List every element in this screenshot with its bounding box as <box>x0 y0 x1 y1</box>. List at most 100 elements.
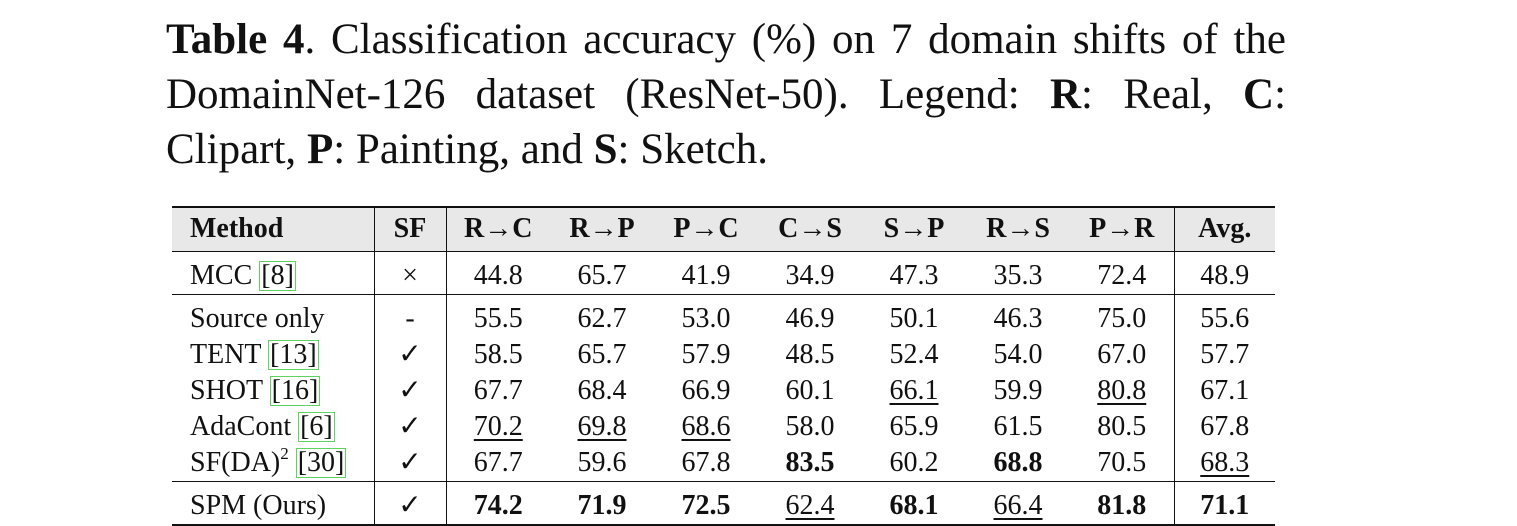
value-cell: 75.0 <box>1070 294 1175 337</box>
table-caption: Table 4. Classification accuracy (%) on … <box>166 12 1286 177</box>
value-cell: 44.8 <box>473 259 523 291</box>
value-cell: 48.9 <box>1200 259 1250 291</box>
column-header: S→P <box>883 213 945 245</box>
table-row: AdaCont [6] ✓ 70.2 69.8 68.6 58.0 65.9 61.5 80.5… <box>172 408 1275 445</box>
value-cell: 70.2 <box>473 410 523 442</box>
value-cell: 80.8 <box>1070 372 1175 409</box>
value-cell: 47.3 <box>889 259 939 291</box>
value-cell: 68.1 <box>889 489 939 521</box>
table-body: MCC [8] × 44.8 65.7 41.9 34.9 47.3 35.3 72.4 48.9… <box>172 251 1275 525</box>
legend-desc-r: : Real, <box>1081 71 1243 118</box>
value-cell: 35.3 <box>993 259 1043 291</box>
value-cell: 66.4 <box>993 489 1043 521</box>
sf-cell: ✓ <box>374 444 447 481</box>
value-cell: 81.8 <box>1070 481 1175 525</box>
header-row: Method SF R→C R→P P→C C→S S→P R→S P→R Avg. <box>172 207 1275 251</box>
value-cell: 57.9 <box>681 338 731 370</box>
value-cell: 41.9 <box>681 259 731 291</box>
results-table: Method SF R→C R→P P→C C→S S→P R→S P→R Avg. MCC [8… <box>172 206 1275 526</box>
value-cell: 60.1 <box>785 374 835 406</box>
column-header: R→C <box>464 213 533 245</box>
value-cell: 72.5 <box>681 489 731 521</box>
table-row: MCC [8] × 44.8 65.7 41.9 34.9 47.3 35.3 72.4 48.9 <box>172 251 1275 294</box>
method-cell: SPM (Ours) <box>172 481 375 525</box>
legend-key-r: R <box>1049 71 1082 118</box>
value-cell: 34.9 <box>785 259 835 291</box>
table-row: SF(DA)2 [30] ✓ 67.7 59.6 67.8 83.5 60.2 68.8 70.… <box>172 444 1275 481</box>
table-row: SHOT [16] ✓ 67.7 68.4 66.9 60.1 66.1 59.9 80.8 67… <box>172 372 1275 409</box>
table-row: TENT [13] ✓ 58.5 65.7 57.9 48.5 52.4 54.0 67.0 57… <box>172 336 1275 373</box>
legend-key-s: S <box>593 126 618 173</box>
value-cell: 65.7 <box>577 259 627 291</box>
column-header: Method <box>172 207 375 251</box>
value-cell: 67.7 <box>473 374 523 406</box>
value-cell: 68.6 <box>681 410 731 442</box>
method-cell: TENT [13] <box>172 336 375 373</box>
legend-desc-p: : Painting, and <box>333 126 594 173</box>
method-cell: AdaCont [6] <box>172 408 375 445</box>
value-cell: 46.9 <box>785 302 835 334</box>
value-cell: 52.4 <box>889 338 939 370</box>
method-cell: SF(DA)2 [30] <box>172 444 375 481</box>
value-cell: 50.1 <box>889 302 939 334</box>
value-cell: 61.5 <box>993 410 1043 442</box>
column-header: C→S <box>778 213 842 245</box>
value-cell: 53.0 <box>681 302 731 334</box>
sf-cell: ✓ <box>374 408 447 445</box>
value-cell: 66.9 <box>681 374 731 406</box>
table-row: Source only -55.5 62.7 53.0 46.9 50.1 46.3 75.0… <box>172 294 1275 337</box>
legend-desc-s: : Sketch. <box>617 126 768 173</box>
value-cell: 57.7 <box>1200 338 1250 370</box>
value-cell: 80.5 <box>1070 408 1175 445</box>
value-cell: 69.8 <box>577 410 627 442</box>
column-header: P→C <box>673 213 739 245</box>
column-header: R→S <box>986 213 1050 245</box>
citation-link[interactable]: [6] <box>298 410 335 442</box>
legend-desc-c: : Clipart, <box>166 71 1287 173</box>
value-cell: 71.9 <box>577 489 627 521</box>
value-cell: 68.4 <box>577 374 627 406</box>
value-cell: 67.8 <box>1200 410 1250 442</box>
value-cell: 74.2 <box>473 489 523 521</box>
value-cell: 48.5 <box>785 338 835 370</box>
value-cell: 72.4 <box>1070 251 1175 294</box>
legend-key-c: C <box>1243 71 1275 118</box>
legend-key-p: P <box>306 126 334 173</box>
value-cell: 46.3 <box>993 302 1043 334</box>
value-cell: 55.5 <box>473 302 523 334</box>
sf-cell: ✓ <box>374 372 447 409</box>
column-header: P→R <box>1070 207 1175 251</box>
value-cell: 55.6 <box>1200 302 1250 334</box>
caption-text: . Classification accuracy (%) on 7 domai… <box>166 16 1286 118</box>
value-cell: 58.0 <box>785 410 835 442</box>
sf-cell: - <box>374 294 447 337</box>
value-cell: 66.1 <box>889 374 939 406</box>
value-cell: 71.1 <box>1200 489 1250 521</box>
column-header: SF <box>374 207 447 251</box>
value-cell: 68.8 <box>993 446 1043 478</box>
value-cell: 67.0 <box>1070 336 1175 373</box>
column-header: R→P <box>569 213 635 245</box>
value-cell: 67.7 <box>473 446 523 478</box>
sf-cell: ✓ <box>374 336 447 373</box>
value-cell: 83.5 <box>785 446 835 478</box>
sf-cell: × <box>374 251 447 294</box>
value-cell: 68.3 <box>1200 446 1250 478</box>
value-cell: 67.8 <box>681 446 731 478</box>
value-cell: 59.6 <box>577 446 627 478</box>
citation-link[interactable]: [16] <box>269 374 321 406</box>
citation-link[interactable]: [13] <box>268 338 319 370</box>
value-cell: 54.0 <box>993 338 1043 370</box>
column-header: Avg. <box>1198 213 1252 245</box>
method-cell: Source only <box>172 294 375 337</box>
method-cell: MCC [8] <box>172 251 375 294</box>
value-cell: 65.9 <box>889 410 939 442</box>
value-cell: 59.9 <box>993 374 1043 406</box>
citation-link[interactable]: [8] <box>259 259 296 291</box>
method-cell: SHOT [16] <box>172 372 375 409</box>
value-cell: 60.2 <box>889 446 939 478</box>
value-cell: 58.5 <box>473 338 523 370</box>
value-cell: 65.7 <box>577 338 627 370</box>
value-cell: 70.5 <box>1070 444 1175 481</box>
citation-link[interactable]: [30] <box>295 446 347 478</box>
